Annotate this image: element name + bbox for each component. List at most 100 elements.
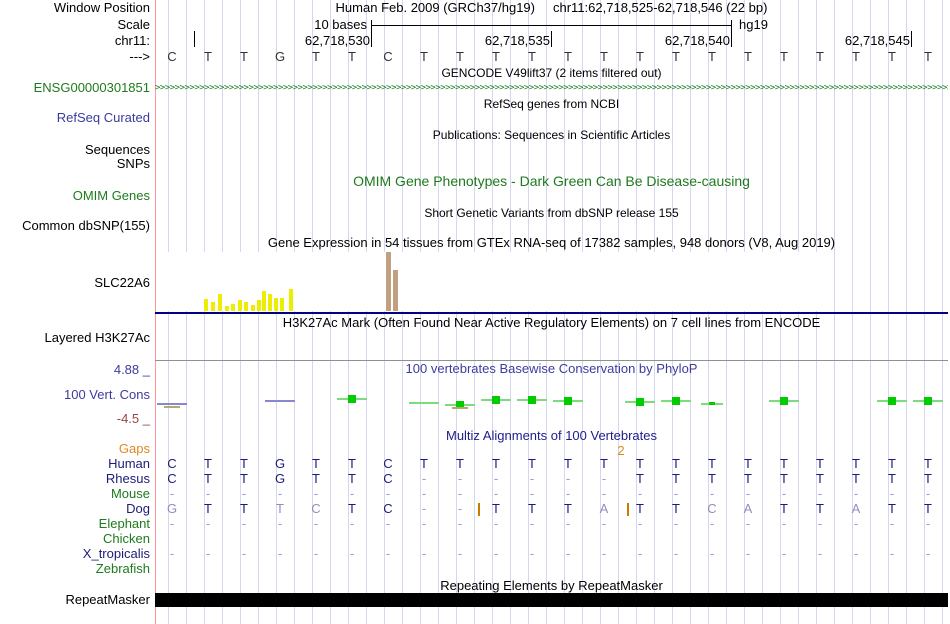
phylop-mark-square[interactable] [636,398,644,406]
gtex-expression-bar[interactable] [274,298,278,311]
left-label-omim-genes[interactable]: OMIM Genes [72,188,150,203]
phylop-mark-square[interactable] [528,396,536,404]
track-title-omim[interactable]: OMIM Gene Phenotypes - Dark Green Can Be… [353,173,750,189]
multiz-cell-human: T [708,456,716,471]
gtex-expression-bar[interactable] [211,302,215,311]
multiz-cell-rhesus: - [601,471,607,486]
ruler-tick-label: 62,718,535 [484,33,550,48]
left-label-layered-h3k27ac[interactable]: Layered H3K27Ac [44,330,150,345]
gtex-expression-bar[interactable] [231,304,235,311]
phylop-mark-line[interactable] [409,402,439,404]
phylop-mark-square[interactable] [888,397,896,405]
track-title-dbsnp[interactable]: Short Genetic Variants from dbSNP releas… [424,206,679,220]
left-label-repeatmasker[interactable]: RepeatMasker [65,592,150,607]
base-letter: C [383,49,393,64]
track-title-phylop[interactable]: 100 vertebrates Basewise Conservation by… [405,361,698,376]
phylop-mark-line[interactable] [157,403,187,405]
assembly-label: Human Feb. 2009 (GRCh37/hg19) [335,0,535,15]
phylop-mark-square[interactable] [456,401,464,409]
multiz-cell-human: C [383,456,393,471]
gtex-expression-bar[interactable] [238,300,242,311]
multiz-cell-human: T [924,456,932,471]
left-label-species-zebrafish[interactable]: Zebrafish [95,561,150,576]
ruler-tick [194,31,195,47]
multiz-cell-dog: T [672,501,680,516]
multiz-cell-dog: T [276,501,284,516]
left-label-species-elephant[interactable]: Elephant [98,516,150,531]
left-label-species-chicken[interactable]: Chicken [103,531,150,546]
gtex-expression-bar-tall[interactable] [393,270,398,311]
gtex-baseline [155,312,948,314]
multiz-cell-mouse: - [709,486,715,501]
left-label-snps[interactable]: SNPs [116,156,150,171]
multiz-cell-elephant: - [709,516,715,531]
left-label-species-xtropicalis[interactable]: X_tropicalis [82,546,150,561]
phylop-mark-dash[interactable] [709,402,715,405]
left-label-gtex-gene[interactable]: SLC22A6 [94,275,150,290]
gtex-expression-bar[interactable] [218,294,222,311]
left-label-species-human[interactable]: Human [108,456,150,471]
gtex-expression-bar[interactable] [289,289,293,311]
left-label-window-position[interactable]: Window Position [53,0,150,15]
gtex-expression-bar[interactable] [251,305,255,311]
multiz-cell-x_tropicalis: - [565,546,571,561]
gtex-expression-bar[interactable] [204,299,208,311]
left-label-vert-cons[interactable]: 100 Vert. Cons [64,387,150,402]
track-title-refseq[interactable]: RefSeq genes from NCBI [483,97,620,111]
multiz-cell-dog: - [421,501,427,516]
track-title-h3k27ac[interactable]: H3K27Ac Mark (Often Found Near Active Re… [282,315,821,330]
left-label-refseq-curated[interactable]: RefSeq Curated [56,110,150,125]
multiz-cell-rhesus: - [565,471,571,486]
base-letter: T [528,49,536,64]
phylop-mark-square[interactable] [672,397,680,405]
repeatmasker-bar[interactable] [155,593,948,607]
gtex-expression-bar[interactable] [280,298,284,311]
multiz-cell-human: C [167,456,177,471]
left-label-chrom[interactable]: chr11: [114,33,150,48]
track-title-publications[interactable]: Publications: Sequences in Scientific Ar… [432,128,671,142]
phylop-mark-line[interactable] [265,400,295,402]
left-label-species-dog[interactable]: Dog [126,501,150,516]
track-title-gencode[interactable]: GENCODE V49lift37 (2 items filtered out) [441,66,662,80]
gtex-expression-bar-tall[interactable] [386,252,391,311]
track-title-multiz[interactable]: Multiz Alignments of 100 Vertebrates [445,428,657,443]
left-label-common-dbsnp[interactable]: Common dbSNP(155) [22,218,150,233]
multiz-cell-dog: C [707,501,717,516]
base-letter: T [888,49,896,64]
gencode-strand-arrows[interactable]: >>>>>>>>>>>>>>>>>>>>>>>>>>>>>>>>>>>>>>>>… [155,83,948,93]
gtex-expression-bar[interactable] [244,302,248,311]
multiz-cell-rhesus: C [167,471,177,486]
h3k27ac-baseline [155,360,948,361]
phylop-mark-negative [452,407,468,409]
left-label-strand[interactable]: ---> [129,49,150,64]
left-label-gencode-gene[interactable]: ENSG00000301851 [33,80,150,95]
multiz-cell-x_tropicalis: - [781,546,787,561]
multiz-cell-human: T [492,456,500,471]
gtex-expression-bar[interactable] [262,291,266,311]
track-title-gtex[interactable]: Gene Expression in 54 tissues from GTEx … [267,235,836,250]
multiz-cell-rhesus: - [529,471,535,486]
multiz-cell-mouse: - [637,486,643,501]
left-label-gaps[interactable]: Gaps [118,441,150,456]
phylop-mark-square[interactable] [492,396,500,404]
left-label-scale[interactable]: Scale [117,17,150,32]
left-label-cons-min[interactable]: -4.5 _ [116,411,150,426]
multiz-insertion-mark [627,503,629,516]
phylop-mark-square[interactable] [924,397,932,405]
phylop-mark-square[interactable] [780,397,788,405]
left-label-cons-max[interactable]: 4.88 _ [113,362,150,377]
gtex-expression-bar[interactable] [268,294,272,311]
gtex-expression-bar[interactable] [257,300,261,311]
track-title-repeatmasker[interactable]: Repeating Elements by RepeatMasker [440,578,663,593]
left-label-sequences[interactable]: Sequences [84,142,150,157]
left-label-species-mouse[interactable]: Mouse [110,486,150,501]
left-label-species-rhesus[interactable]: Rhesus [105,471,150,486]
base-letter: T [600,49,608,64]
multiz-insertion-mark [478,503,480,516]
gtex-expression-bar[interactable] [225,306,229,311]
phylop-mark-square[interactable] [348,395,356,403]
phylop-mark-square[interactable] [564,397,572,405]
multiz-cell-rhesus: - [457,471,463,486]
